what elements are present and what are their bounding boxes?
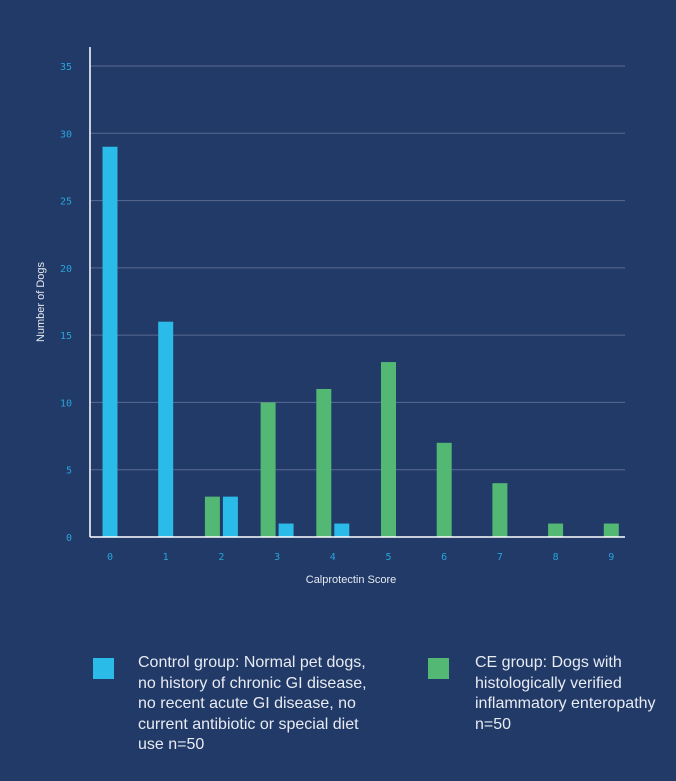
- y-tick-label: 25: [60, 197, 72, 208]
- y-tick-label: 10: [60, 398, 72, 409]
- legend-item-control: Control group: Normal pet dogs, no histo…: [93, 653, 383, 756]
- bar-ce-5: [381, 362, 396, 537]
- legend-label-control: Control group: Normal pet dogs, no histo…: [138, 654, 367, 753]
- legend-swatch-ce: [428, 658, 449, 679]
- bar-control-4: [334, 523, 350, 537]
- bar-ce-8: [548, 523, 564, 537]
- bar-ce-7: [492, 483, 508, 537]
- bar-ce-4: [316, 388, 332, 537]
- x-tick-label: 9: [608, 552, 614, 563]
- bar-control-3: [278, 523, 294, 537]
- y-tick-label: 30: [60, 129, 72, 140]
- bar-control-0: [102, 146, 118, 537]
- x-tick-label: 0: [107, 552, 113, 563]
- x-tick-label: 8: [553, 552, 559, 563]
- gridlines: [90, 65, 625, 471]
- y-tick-label: 5: [66, 466, 72, 477]
- legend-swatch-control: [93, 658, 114, 679]
- y-tick-label: 0: [66, 533, 72, 544]
- x-tick-label: 4: [330, 552, 336, 563]
- y-tick-label: 15: [60, 331, 72, 342]
- x-axis-label: Calprotectin Score: [306, 574, 397, 586]
- bar-chart: 0 5 10 15 20 25 30 35 0 1 2 3 4 5 6 7 8 9 Calprotectin S…: [35, 47, 625, 586]
- y-tick-label: 20: [60, 264, 72, 275]
- x-tick-label: 1: [163, 552, 169, 563]
- x-tick-labels: 0 1 2 3 4 5 6 7 8 9: [107, 552, 614, 563]
- bar-ce-2: [204, 496, 220, 537]
- x-tick-label: 2: [218, 552, 224, 563]
- x-tick-label: 3: [274, 552, 280, 563]
- y-tick-label: 35: [60, 62, 72, 73]
- legend-label-ce: CE group: Dogs with histologically verif…: [475, 654, 656, 733]
- legend-item-ce: CE group: Dogs with histologically verif…: [428, 653, 675, 735]
- bars: [102, 146, 619, 537]
- bar-control-2: [222, 496, 238, 537]
- y-tick-labels: 0 5 10 15 20 25 30 35: [60, 62, 72, 544]
- y-axis-label: Number of Dogs: [35, 261, 47, 342]
- x-tick-label: 6: [441, 552, 447, 563]
- bar-ce-6: [436, 442, 452, 537]
- x-tick-label: 5: [385, 552, 391, 563]
- x-tick-label: 7: [497, 552, 503, 563]
- bar-ce-9: [603, 523, 619, 537]
- bar-control-1: [158, 321, 174, 537]
- bar-ce-3: [260, 402, 276, 537]
